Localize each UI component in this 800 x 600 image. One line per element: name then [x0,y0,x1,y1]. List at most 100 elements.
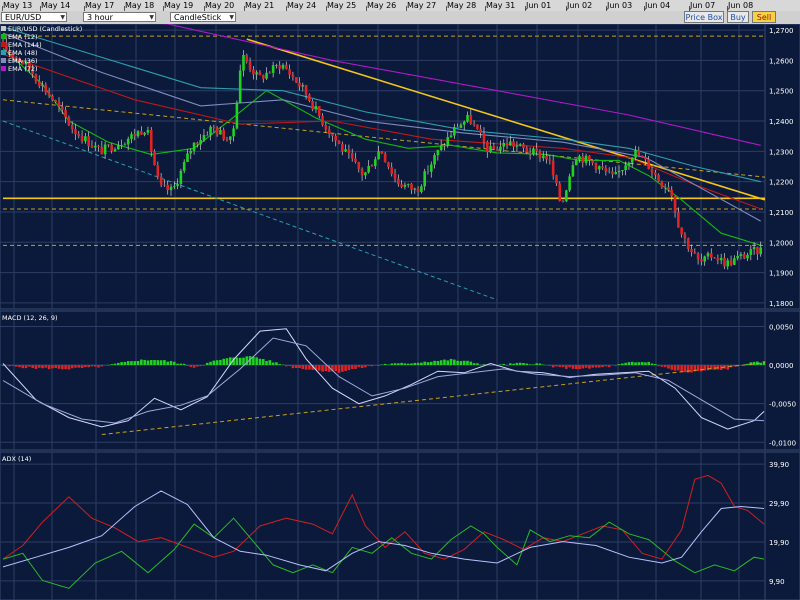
candle-body [647,159,650,170]
macd-histogram-bar [268,360,272,366]
y-tick-label: 1,2400 [769,118,794,126]
macd-histogram-bar [143,359,146,366]
candle-body [749,249,753,255]
macd-histogram-bar [117,362,120,366]
macd-histogram-bar [219,359,222,366]
chart-style-value: CandleStick [174,13,222,22]
macd-histogram-bar [700,365,703,372]
macd-histogram-bar [693,365,697,372]
macd-histogram-bar [209,361,212,366]
macd-histogram-bar [149,360,153,366]
legend-swatch [1,50,6,55]
interval-value: 3 hour [87,13,113,22]
candle-body [360,168,364,176]
candle-body [621,170,624,171]
candle-body [209,126,212,136]
y-tick-label: 1,2200 [769,179,794,187]
candle-body [459,124,463,128]
chart-canvas[interactable]: 1,2700 1,2600 1,2500 1,2400 1,2300 1,2200 1,21… [0,24,800,600]
macd-histogram-bar [212,360,216,366]
candle-body [406,183,410,185]
legend-item: EUR/USD (Candlestick) [8,25,82,33]
macd-histogram-bar [630,361,634,366]
macd-histogram-bar [245,356,249,366]
candle-body [373,159,377,167]
candle-body [713,257,716,259]
candle-body [716,258,720,261]
date-tick [566,6,567,11]
macd-histogram-bar [657,365,660,367]
candle-body [215,127,219,135]
macd-histogram-bar [634,362,637,366]
interval-select[interactable]: 3 hour ▼ [83,12,156,22]
sell-button[interactable]: Sell [752,11,776,23]
macd-histogram-bar [607,365,611,368]
macd-histogram-bar [173,361,176,366]
candle-body [443,145,446,146]
macd-histogram-bar [324,365,328,372]
macd-histogram-bar [525,363,529,366]
macd-histogram-bar [90,365,94,367]
candle-body [235,102,239,129]
price-box-button[interactable]: Price Box [684,11,724,23]
macd-histogram-bar [400,362,403,366]
macd-histogram-bar [472,363,476,366]
candle-body [57,102,61,107]
date-label: May 19 [164,1,194,10]
candle-body [117,145,120,150]
date-label: Jun 02 [567,1,593,10]
macd-histogram-bar [238,357,242,366]
candle-body [499,146,502,151]
buy-button[interactable]: Buy [727,11,749,23]
macd-histogram-bar [314,365,318,370]
macd-histogram-bar [709,365,713,370]
ema-line-3 [2,26,761,183]
macd-histogram-bar [87,365,90,368]
ema-line-1 [2,47,761,246]
candle-body [133,134,137,137]
candle-body [344,149,347,152]
candle-body [219,130,222,135]
macd-histogram-bar [60,365,64,370]
symbol-select[interactable]: EUR/USD ▼ [1,12,67,22]
candle-body [212,126,216,128]
candle-body [271,65,275,73]
macd-histogram-bar [492,365,496,366]
candle-body [298,82,301,87]
macd-histogram-bar [377,365,380,366]
candle-body [584,155,588,163]
macd-histogram-bar [84,365,87,367]
macd-histogram-bar [551,365,555,368]
candle-body [159,176,163,185]
macd-histogram-bar [726,365,730,370]
macd-histogram-bar [393,363,397,366]
candle-body [21,61,25,65]
macd-histogram-bar [499,364,502,366]
candle-body [680,227,683,235]
macd-histogram-bar [476,363,479,366]
candle-body [693,252,697,254]
macd-histogram-bar [373,365,377,366]
candle-body [420,186,423,193]
chart-style-select[interactable]: CandleStick ▼ [170,12,236,22]
candle-body [423,171,426,187]
candle-body [192,142,196,151]
macd-histogram-bar [650,363,654,366]
candle-body [644,157,647,160]
candle-body [146,130,150,133]
date-tick [525,6,526,11]
candles [1,37,763,270]
macd-histogram-bar [341,365,344,372]
candle-body [446,137,450,146]
candle-body [637,150,641,157]
candle-body [617,170,621,173]
candle-body [196,142,199,145]
date-label: May 25 [327,1,357,10]
macd-histogram-bar [581,365,585,369]
candle-body [683,234,687,239]
macd-histogram-bar [637,362,641,366]
candle-body [60,106,64,110]
macd-histogram-bar [706,365,710,371]
macd-histogram-bar [163,360,166,366]
macd-histogram-bar [44,365,48,368]
